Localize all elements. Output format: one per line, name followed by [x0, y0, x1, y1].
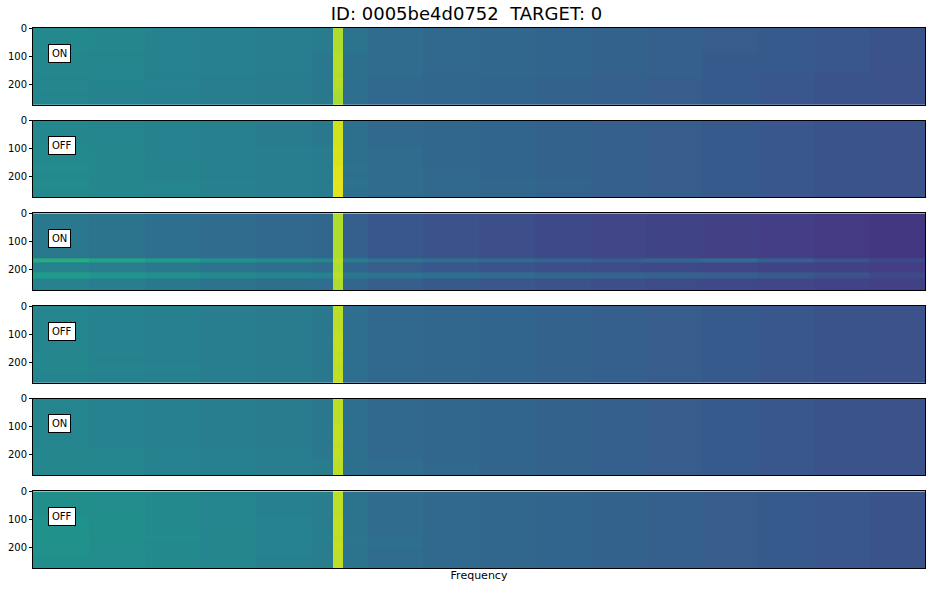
svg-text:100: 100 [8, 236, 27, 247]
svg-text:0: 0 [21, 301, 27, 312]
svg-text:0: 0 [21, 393, 27, 404]
svg-text:100: 100 [8, 514, 27, 525]
svg-text:ON: ON [52, 418, 67, 429]
svg-text:ON: ON [52, 233, 67, 244]
svg-text:OFF: OFF [52, 140, 72, 151]
svg-text:ON: ON [52, 48, 67, 59]
svg-text:200: 200 [8, 171, 27, 182]
svg-text:Frequency: Frequency [451, 569, 508, 582]
svg-text:ID: 0005be4d0752 TARGET: 0: ID: 0005be4d0752 TARGET: 0 [331, 3, 602, 24]
svg-text:200: 200 [8, 79, 27, 90]
svg-text:0: 0 [21, 23, 27, 34]
svg-text:0: 0 [21, 115, 27, 126]
svg-text:0: 0 [21, 208, 27, 219]
svg-text:200: 200 [8, 357, 27, 368]
svg-text:100: 100 [8, 51, 27, 62]
svg-text:100: 100 [8, 421, 27, 432]
svg-text:OFF: OFF [52, 511, 72, 522]
svg-text:100: 100 [8, 329, 27, 340]
svg-text:200: 200 [8, 542, 27, 553]
svg-text:200: 200 [8, 449, 27, 460]
svg-text:OFF: OFF [52, 326, 72, 337]
svg-text:0: 0 [21, 486, 27, 497]
svg-text:100: 100 [8, 143, 27, 154]
svg-text:200: 200 [8, 264, 27, 275]
